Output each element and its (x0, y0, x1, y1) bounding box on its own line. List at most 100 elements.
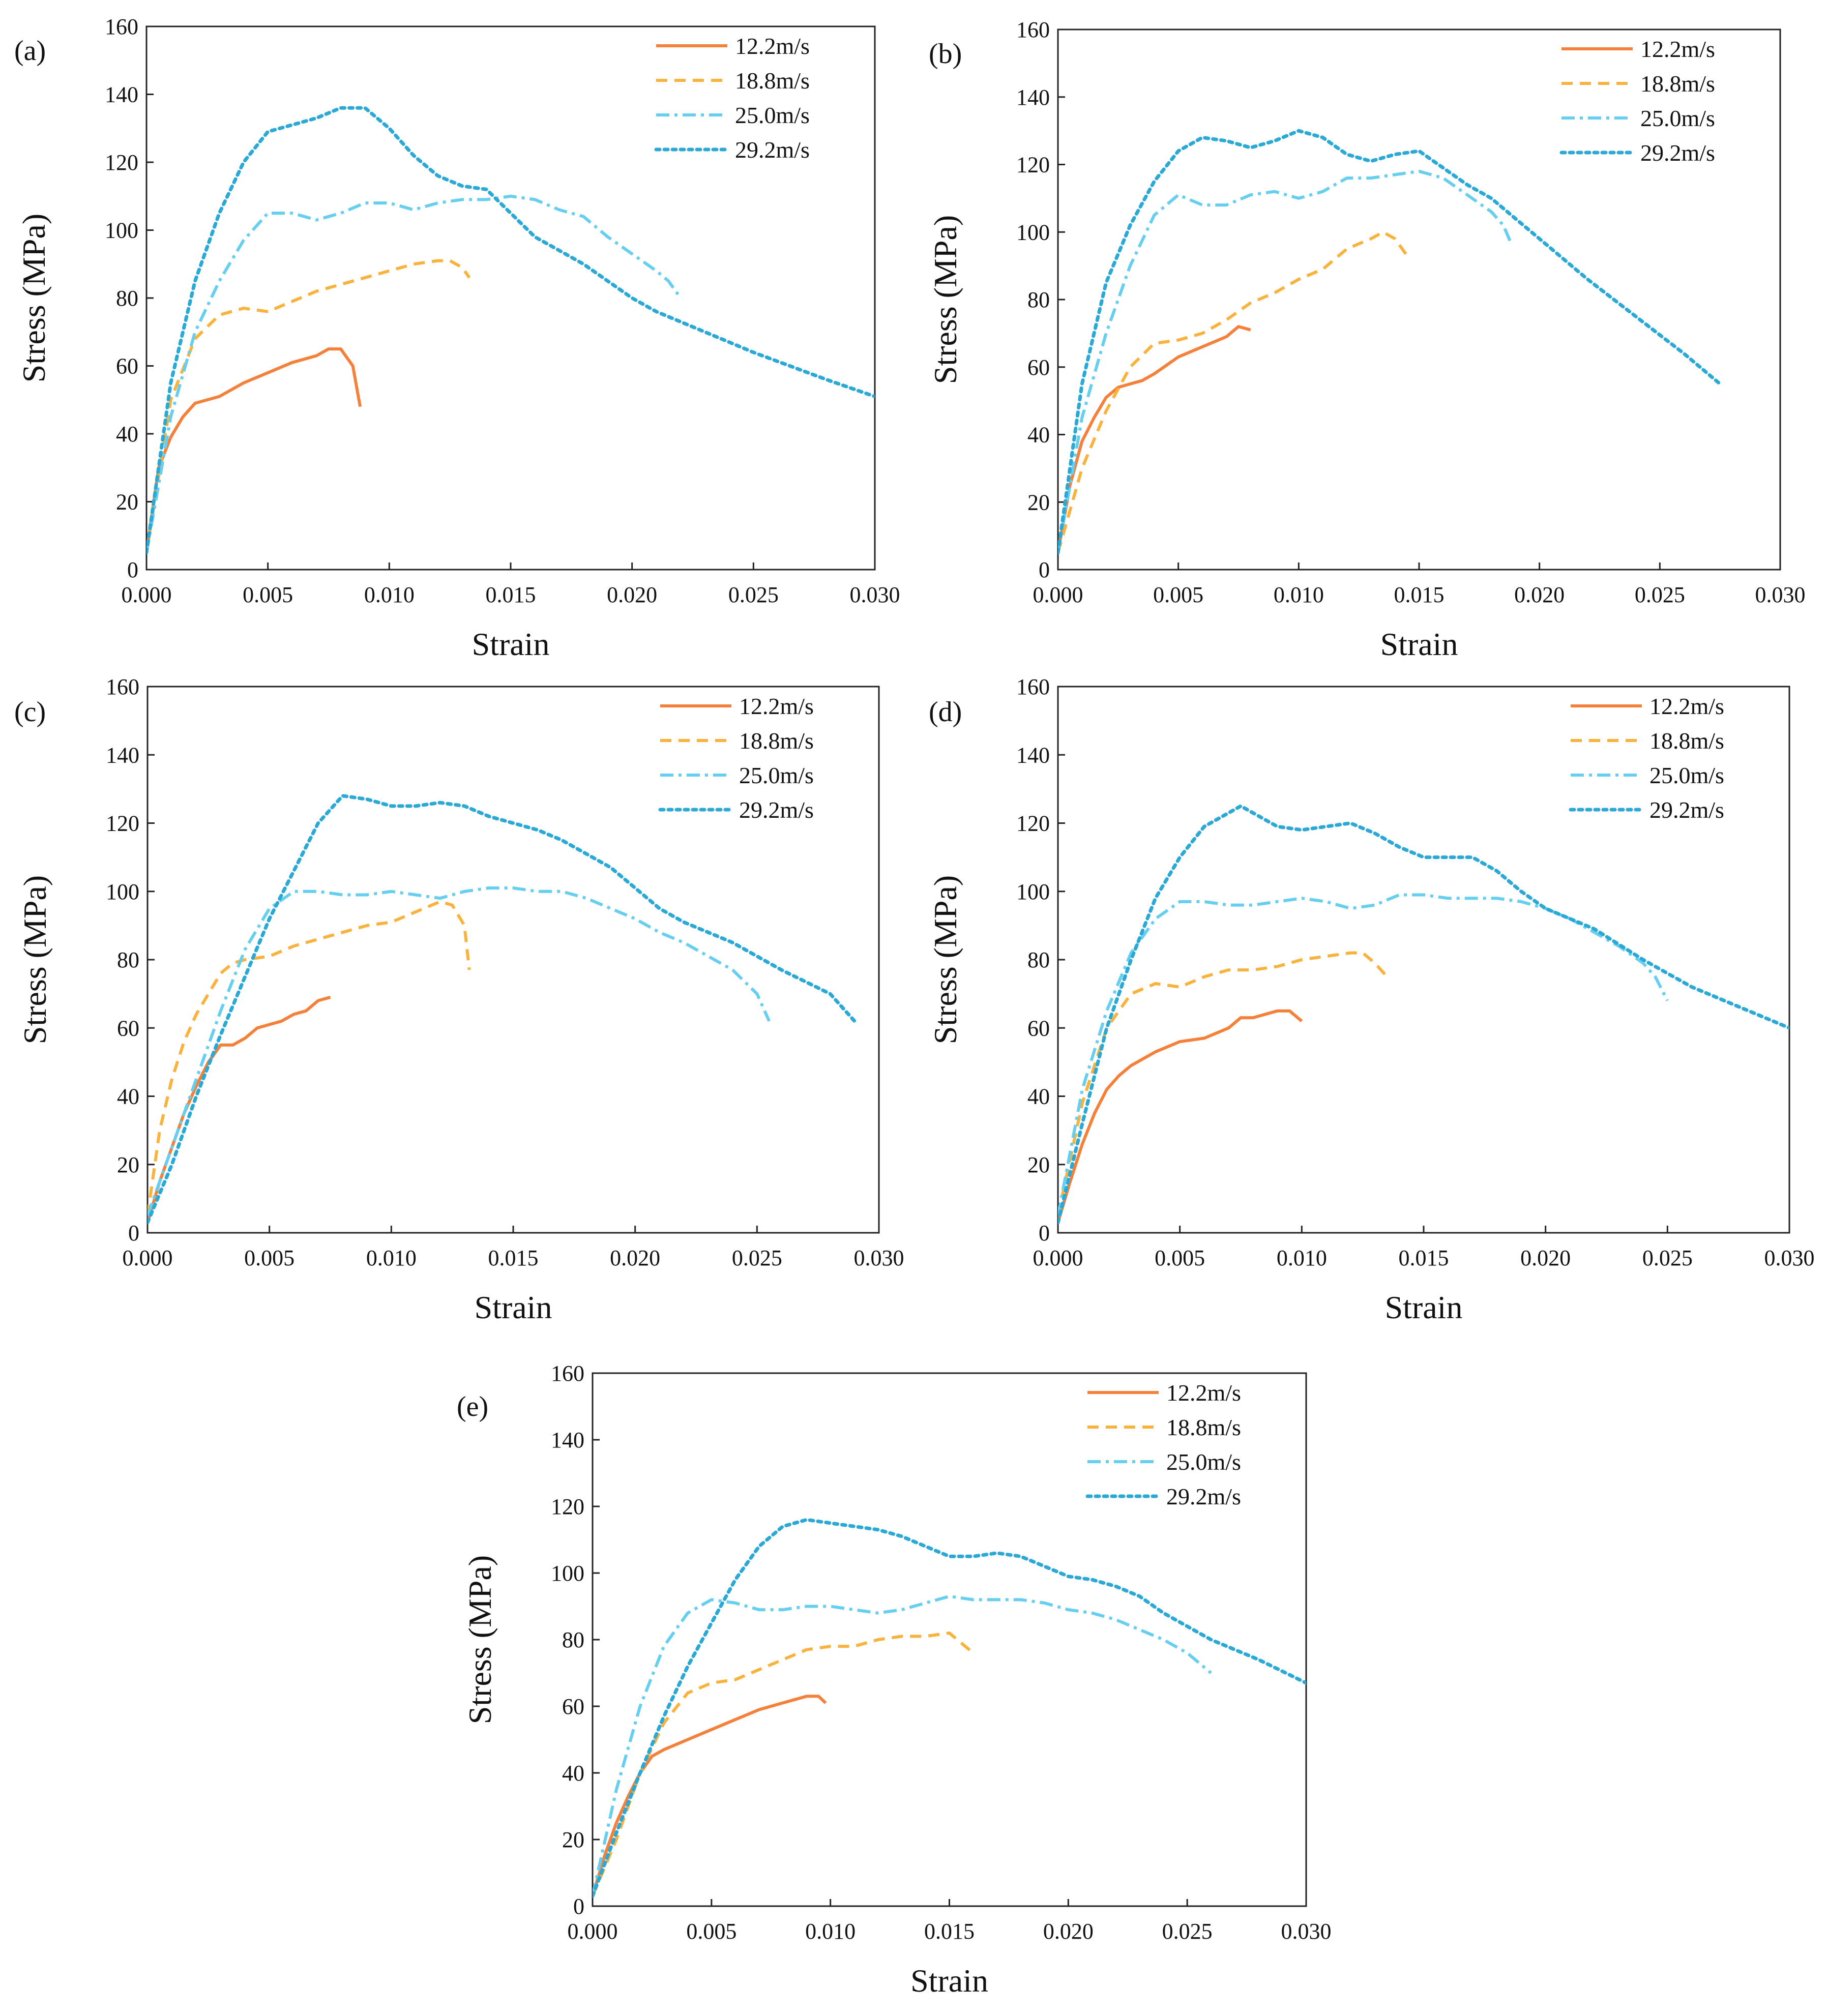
legend-label: 25.0m/s (1649, 762, 1724, 788)
x-tick-label: 0.025 (1635, 582, 1685, 607)
y-tick-label: 100 (106, 879, 139, 904)
series-line-18-8m-s (146, 259, 471, 553)
legend-label: 29.2m/s (739, 797, 814, 823)
legend-label: 18.8m/s (735, 68, 810, 94)
chart-panel-e: 0.000 0.005 0.010 0.015 0.020 0.025 0.030 0 20 40… (457, 1361, 1332, 1999)
x-tick-label: 0.000 (1033, 582, 1083, 607)
x-axis-title: Strain (1380, 626, 1458, 662)
y-tick-label: 120 (1016, 153, 1050, 177)
chart-panel-a: 0.000 0.005 0.010 0.015 0.020 0.025 0.030 0 20 40… (14, 14, 900, 662)
y-tick-label: 60 (117, 1016, 139, 1041)
series-line-18-8m-s (148, 900, 471, 1216)
y-tick-label: 0 (1039, 557, 1050, 582)
y-axis-title: Stress (MPa) (17, 875, 53, 1044)
y-tick-label: 40 (1027, 1084, 1050, 1109)
x-tick-label: 0.010 (805, 1919, 856, 1944)
legend-label: 25.0m/s (1640, 105, 1715, 131)
x-tick-label: 0.005 (686, 1919, 736, 1944)
x-tick-label: 0.005 (1155, 1246, 1205, 1270)
legend-label: 25.0m/s (1166, 1449, 1241, 1475)
y-tick-label: 140 (1016, 743, 1050, 767)
y-tick-label: 20 (562, 1827, 584, 1852)
y-tick-label: 120 (551, 1494, 584, 1519)
x-tick-label: 0.015 (1394, 582, 1445, 607)
y-tick-label: 60 (1027, 1016, 1050, 1041)
panel-label: (e) (457, 1391, 488, 1422)
y-tick-label: 140 (106, 743, 139, 767)
legend-label: 25.0m/s (739, 762, 814, 788)
y-tick-label: 40 (1027, 423, 1050, 448)
y-tick-label: 20 (116, 490, 138, 515)
legend-label: 25.0m/s (735, 102, 810, 128)
x-axis-title: Strain (472, 626, 550, 662)
series-line-25-0m-s (593, 1594, 1212, 1896)
series-line-12-2m-s (146, 347, 362, 553)
x-tick-label: 0.020 (1043, 1919, 1094, 1944)
panel-label: (a) (14, 35, 46, 67)
legend-label: 29.2m/s (735, 137, 810, 163)
legend-label: 12.2m/s (739, 693, 814, 719)
series-line-12-2m-s (593, 1695, 827, 1897)
y-tick-label: 140 (551, 1428, 584, 1452)
series-line-25-0m-s (1058, 169, 1512, 553)
y-tick-label: 20 (1027, 1152, 1050, 1177)
y-axis-title: Stress (MPa) (462, 1555, 498, 1724)
y-tick-label: 60 (116, 354, 138, 379)
chart-panel-c: 0.000 0.005 0.010 0.015 0.020 0.025 0.030 0 20 40… (14, 674, 904, 1325)
x-tick-label: 0.020 (1514, 582, 1565, 607)
series-line-12-2m-s (1058, 1009, 1303, 1223)
x-tick-label: 0.000 (568, 1919, 618, 1944)
x-axis-title: Strain (1385, 1289, 1463, 1325)
series-line-29-2m-s (593, 1518, 1306, 1898)
y-tick-label: 160 (1016, 17, 1050, 42)
y-tick-label: 100 (105, 218, 138, 243)
x-tick-label: 0.030 (1764, 1246, 1815, 1270)
series-line-25-0m-s (146, 194, 682, 553)
y-tick-label: 140 (1016, 85, 1050, 110)
y-tick-label: 100 (1016, 220, 1050, 245)
panel-label: (d) (929, 696, 962, 728)
x-tick-label: 0.015 (488, 1246, 539, 1270)
x-tick-label: 0.020 (610, 1246, 660, 1270)
y-tick-label: 120 (1016, 811, 1050, 836)
series-line-29-2m-s (1058, 129, 1722, 555)
legend-label: 18.8m/s (739, 728, 814, 754)
series-line-29-2m-s (148, 794, 857, 1225)
x-tick-label: 0.030 (854, 1246, 904, 1270)
x-tick-label: 0.015 (1399, 1246, 1449, 1270)
series-line-18-8m-s (1058, 951, 1389, 1217)
legend-label: 12.2m/s (735, 33, 810, 59)
legend-label: 12.2m/s (1649, 693, 1724, 719)
series-line-29-2m-s (1058, 804, 1789, 1225)
legend-label: 29.2m/s (1640, 140, 1715, 166)
series-line-18-8m-s (593, 1631, 975, 1897)
y-tick-label: 160 (105, 14, 138, 39)
x-tick-label: 0.025 (728, 582, 779, 607)
legend-label: 29.2m/s (1166, 1484, 1241, 1509)
y-tick-label: 80 (1027, 287, 1050, 312)
series-line-12-2m-s (1058, 325, 1251, 553)
y-tick-label: 0 (1039, 1221, 1050, 1246)
x-tick-label: 0.025 (1642, 1246, 1693, 1270)
x-tick-label: 0.020 (607, 582, 657, 607)
legend-label: 29.2m/s (1649, 797, 1724, 823)
legend-label: 12.2m/s (1640, 36, 1715, 62)
x-tick-label: 0.005 (244, 1246, 294, 1270)
y-tick-label: 120 (105, 150, 138, 175)
y-tick-label: 0 (127, 557, 138, 582)
y-axis-title: Stress (MPa) (927, 215, 963, 384)
y-axis-title: Stress (MPa) (927, 875, 963, 1044)
x-tick-label: 0.005 (243, 582, 293, 607)
x-tick-label: 0.000 (123, 1246, 173, 1270)
y-tick-label: 40 (116, 422, 138, 447)
series-line-25-0m-s (148, 886, 771, 1217)
panel-label: (c) (14, 696, 46, 728)
y-tick-label: 120 (106, 811, 139, 836)
y-axis-title: Stress (MPa) (16, 214, 52, 382)
y-tick-label: 160 (551, 1361, 584, 1386)
x-tick-label: 0.010 (364, 582, 415, 607)
y-tick-label: 100 (1016, 879, 1050, 904)
series-line-25-0m-s (1058, 893, 1669, 1216)
y-tick-label: 20 (117, 1152, 139, 1177)
